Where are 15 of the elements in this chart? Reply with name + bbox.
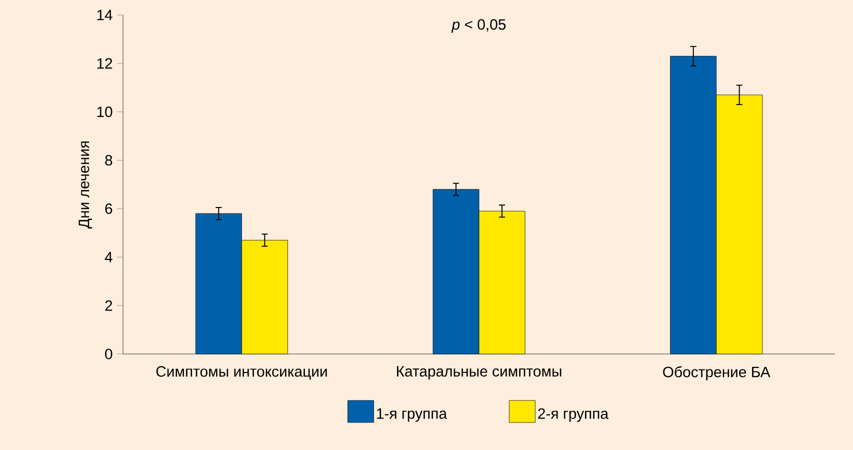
legend-label: 2-я группа — [538, 408, 609, 422]
annotation: p < 0,05 — [451, 19, 506, 33]
y-tick-label: 10 — [97, 106, 112, 118]
y-tick-label: 12 — [97, 58, 112, 69]
x-tick-label: Симптомы интоксикации — [156, 366, 327, 380]
y-tick-label: 0 — [105, 348, 112, 360]
y-tick-label: 8 — [105, 154, 112, 166]
y-tick-label: 2 — [105, 300, 112, 311]
legend-label: 1-я группа — [377, 408, 448, 422]
y-axis-title: Дни лечения — [78, 141, 92, 228]
y-tick-label: 4 — [104, 252, 112, 262]
y-tick-label: 14 — [97, 10, 112, 20]
x-tick-label: Катаральные симптомы — [397, 366, 562, 380]
x-tick-label: Обострение БА — [663, 366, 770, 380]
y-tick-label: 6 — [105, 203, 112, 214]
